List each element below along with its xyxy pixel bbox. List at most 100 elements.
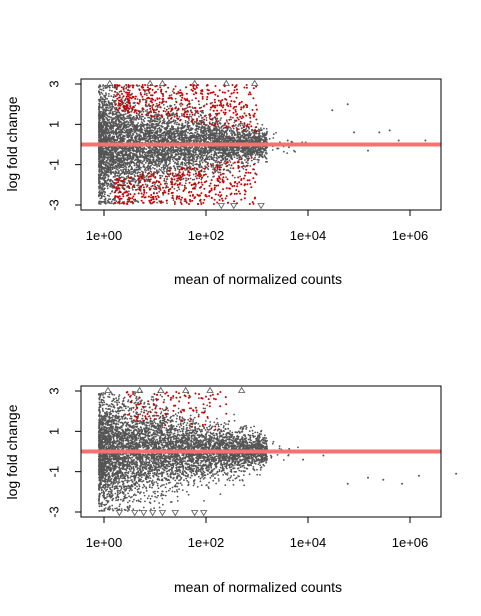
point-not-significant [102, 114, 105, 116]
point-not-significant [180, 163, 182, 166]
point-not-significant [105, 126, 108, 129]
point-not-significant [100, 110, 102, 113]
point-not-significant [117, 154, 120, 157]
point-not-significant [159, 148, 162, 151]
point-not-significant [210, 153, 213, 156]
point-not-significant [220, 117, 223, 119]
point-not-significant [202, 112, 205, 114]
point-not-significant [234, 124, 237, 126]
point-not-significant [122, 166, 125, 169]
point-not-significant [258, 130, 261, 133]
point-not-significant [191, 150, 194, 153]
point-not-significant [139, 173, 142, 176]
point-not-significant [109, 112, 111, 115]
point-not-significant [171, 158, 174, 161]
point-not-significant [148, 138, 151, 140]
point-not-significant [115, 121, 117, 123]
point-not-significant [182, 138, 184, 141]
point-not-significant [162, 119, 165, 122]
point-not-significant [176, 163, 178, 166]
point-not-significant [151, 126, 154, 129]
point-not-significant [225, 176, 228, 179]
point-not-significant [124, 113, 127, 115]
point-not-significant [174, 113, 176, 116]
point-not-significant [199, 148, 202, 150]
point-not-significant [112, 95, 115, 98]
point-not-significant [197, 112, 200, 115]
point-not-significant [225, 119, 228, 122]
point-not-significant [197, 147, 200, 149]
point-not-significant [112, 105, 115, 108]
point-not-significant [137, 171, 140, 174]
point-not-significant [227, 155, 230, 158]
point-not-significant [201, 161, 204, 164]
point-not-significant [108, 118, 111, 121]
point-not-significant [288, 146, 290, 149]
point-not-significant [248, 127, 251, 130]
point-not-significant [110, 200, 113, 203]
point-not-significant [119, 169, 122, 171]
point-not-significant [99, 177, 102, 180]
point-not-significant [117, 192, 120, 194]
point-not-significant [154, 161, 157, 164]
point-not-significant [110, 136, 113, 139]
point-not-significant [199, 156, 202, 159]
point-not-significant [129, 124, 132, 127]
point-not-significant [195, 138, 197, 141]
point-not-significant [171, 174, 174, 177]
point-not-significant [184, 182, 187, 185]
point-not-significant [172, 131, 175, 133]
point-not-significant [137, 184, 140, 187]
point-not-significant [108, 132, 111, 135]
point-not-significant [166, 182, 169, 185]
point-not-significant [217, 125, 220, 128]
point-not-significant [133, 162, 136, 165]
point-not-significant [216, 157, 219, 160]
point-not-significant [160, 169, 162, 172]
point-not-significant [172, 199, 175, 202]
point-not-significant [242, 167, 245, 170]
point-not-significant [242, 124, 244, 127]
point-not-significant [185, 165, 188, 167]
point-not-significant [241, 134, 244, 137]
point-not-significant [229, 126, 231, 129]
point-not-significant [126, 155, 129, 158]
point-not-significant [206, 150, 209, 152]
point-not-significant [139, 135, 141, 138]
point-not-significant [112, 86, 114, 89]
point-not-significant [108, 183, 110, 186]
point-not-significant [170, 131, 173, 134]
point-not-significant [112, 110, 114, 113]
point-not-significant [172, 120, 175, 123]
point-not-significant [118, 167, 121, 170]
point-not-significant [195, 153, 198, 156]
point-not-significant [183, 134, 185, 136]
point-not-significant [257, 159, 260, 161]
point-not-significant [199, 157, 202, 160]
point-not-significant [176, 121, 179, 124]
point-not-significant [188, 115, 191, 118]
point-not-significant [147, 140, 150, 143]
point-not-significant [136, 200, 139, 203]
point-not-significant [114, 131, 116, 134]
point-not-significant [204, 130, 207, 133]
point-not-significant [153, 167, 156, 170]
point-not-significant [122, 158, 125, 161]
point-not-significant [137, 122, 140, 124]
point-not-significant [112, 136, 115, 139]
point-not-significant [144, 183, 147, 186]
point-not-significant [229, 167, 232, 170]
point-not-significant [228, 149, 231, 152]
point-not-significant [163, 170, 166, 173]
point-not-significant [217, 132, 219, 135]
point-not-significant [110, 184, 112, 187]
point-not-significant [203, 150, 206, 153]
point-not-significant [143, 164, 145, 166]
point-not-significant [118, 94, 121, 97]
point-not-significant [98, 200, 101, 203]
point-not-significant [116, 172, 119, 175]
point-not-significant [249, 154, 252, 157]
point-not-significant [194, 146, 197, 149]
point-not-significant [178, 115, 181, 118]
point-not-significant [108, 195, 111, 198]
